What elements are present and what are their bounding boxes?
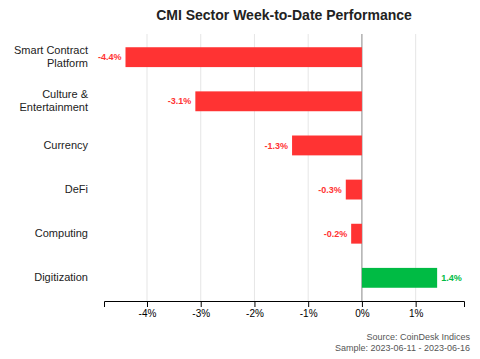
y-tick-label: Smart ContractPlatform	[14, 44, 88, 69]
x-tick-mark	[416, 301, 417, 307]
x-tick: 1%	[409, 301, 424, 319]
bar	[195, 91, 362, 111]
x-tick: -2%	[246, 301, 264, 319]
x-tick: -1%	[300, 301, 318, 319]
x-tick-mark	[147, 301, 148, 307]
x-tick: 0%	[355, 301, 370, 319]
y-tick-label: Currency	[43, 139, 88, 151]
x-tick-mark	[254, 301, 255, 307]
bar	[346, 180, 362, 200]
bar	[125, 47, 361, 67]
grid-line	[254, 34, 255, 301]
grid-line	[361, 34, 362, 301]
y-axis: Smart ContractPlatform Culture &Entertain…	[14, 44, 89, 283]
source-note: Source: CoinDesk IndicesSample: 2023-06-…	[335, 332, 470, 353]
y-tick: Currency	[43, 139, 88, 151]
data-label: -3.1%	[168, 96, 192, 106]
x-tick-label: -4%	[139, 308, 157, 319]
data-label: -4.4%	[98, 52, 122, 62]
y-tick-label: DeFi	[65, 183, 88, 195]
chart: CMI Sector Week-to-Date Performance -4% -3…	[0, 0, 480, 359]
plot: -4% -3% -2% -1% 0% 1% Smart ContractPlatform Cu…	[14, 34, 464, 319]
data-labels: -4.4% -3.1% -1.3% -0.3% -0.2% 1.4%	[98, 52, 462, 283]
grid-line	[146, 34, 147, 301]
data-label: -1.3%	[265, 141, 289, 151]
y-tick: Smart ContractPlatform	[14, 44, 88, 69]
y-tick: Computing	[35, 227, 88, 239]
bar	[351, 224, 362, 244]
bar	[362, 268, 437, 288]
x-tick: -3%	[192, 301, 210, 319]
x-tick-label: -2%	[246, 308, 264, 319]
bar	[292, 136, 362, 156]
x-tick-mark	[308, 301, 309, 307]
x-tick: -4%	[139, 301, 157, 319]
title: CMI Sector Week-to-Date Performance	[156, 7, 412, 23]
x-tick-mark	[201, 301, 202, 307]
y-tick-label: Digitization	[34, 271, 88, 283]
y-tick: Digitization	[34, 271, 88, 283]
x-tick-label: -1%	[300, 308, 318, 319]
x-tick-mark	[362, 301, 363, 307]
x-tick-label: 1%	[409, 308, 424, 319]
x-tick-label: -3%	[192, 308, 210, 319]
y-tick: Culture &Entertainment	[20, 88, 89, 113]
y-tick-label: Computing	[35, 227, 88, 239]
data-label: -0.2%	[324, 229, 348, 239]
x-axis: -4% -3% -2% -1% 0% 1%	[105, 301, 465, 319]
grid	[147, 34, 416, 301]
data-label: 1.4%	[441, 273, 462, 283]
data-label: -0.3%	[318, 185, 342, 195]
y-tick-label: Culture &Entertainment	[20, 88, 89, 113]
grid-line	[200, 34, 201, 301]
grid-line	[308, 34, 309, 301]
x-axis-line	[105, 302, 465, 308]
y-tick: DeFi	[65, 183, 88, 195]
grid-line	[415, 34, 416, 301]
bars	[125, 47, 437, 288]
x-tick-label: 0%	[355, 308, 370, 319]
